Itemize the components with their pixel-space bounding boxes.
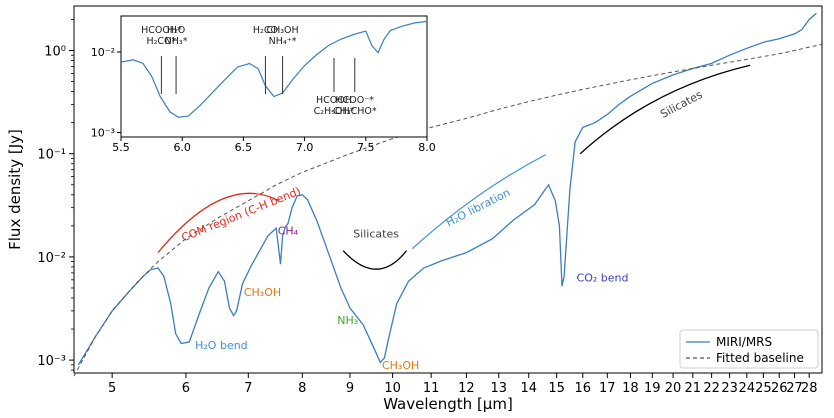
inset-marker-label: C₂H₅OH*: [314, 106, 355, 117]
feature-label: H₂O libration: [444, 186, 513, 229]
inset-frame: [120, 15, 428, 138]
x-tick-label: 22: [703, 381, 720, 396]
h2o-libration-arc: [411, 154, 547, 250]
legend-label: MIRI/MRS: [716, 335, 772, 349]
x-tick-label: 10: [384, 381, 401, 396]
inset-x-tick-label: 6.5: [235, 141, 253, 154]
y-tick-label: 10⁻²: [37, 251, 66, 266]
inset-x-tick-label: 6.0: [173, 141, 191, 154]
inset-marker-label: HCOO⁻*: [336, 95, 375, 106]
silicates-arc-long: [579, 64, 751, 155]
x-tick-label: 25: [755, 381, 772, 396]
x-tick-label: 19: [644, 381, 661, 396]
inset-spectrum-line: [120, 20, 428, 118]
x-tick-label: 21: [685, 381, 702, 396]
x-tick-label: 5: [108, 381, 116, 396]
x-tick-label: 27: [786, 381, 803, 396]
baseline-series-line: [73, 43, 823, 377]
legend-box: [679, 329, 819, 369]
inset-x-tick-label: 7.0: [296, 141, 314, 154]
x-tick-label: 28: [801, 381, 818, 396]
x-tick-label: 7: [244, 381, 252, 396]
feature-label: CH₃OH: [244, 286, 281, 299]
x-tick-label: 20: [665, 381, 682, 396]
y-tick-label: 10⁰: [44, 45, 66, 60]
x-tick-label: 24: [739, 381, 756, 396]
legend-label: Fitted baseline: [716, 351, 804, 365]
feature-label: H₂O bend: [195, 339, 248, 352]
feature-label: CO₂ bend: [577, 271, 629, 284]
x-tick-label: 6: [182, 381, 190, 396]
feature-label: NH₃: [337, 314, 358, 327]
spectrum-series-line: [77, 12, 817, 366]
x-tick-label: 12: [458, 381, 475, 396]
y-tick-label: 10⁻³: [37, 354, 66, 369]
inset-marker-label: H₂O: [167, 25, 185, 36]
com-region-arc: [157, 192, 280, 254]
x-tick-label: 13: [490, 381, 507, 396]
inset-y-tick-label: 10⁻²: [91, 46, 115, 59]
feature-label: Silicates: [658, 88, 705, 121]
silicates-arc-short: [342, 250, 408, 270]
inset-x-tick-label: 7.5: [357, 141, 375, 154]
inset-marker-label: H₂CO*: [146, 36, 176, 47]
inset-marker-label: HCOOH: [316, 95, 352, 106]
feature-label: CH₄: [278, 224, 299, 237]
x-tick-label: 14: [520, 381, 537, 396]
inset-x-tick-label: 8.0: [418, 141, 436, 154]
inset-marker-label: NH₃*: [165, 36, 188, 47]
main-plot-frame: [73, 5, 823, 374]
x-tick-label: 16: [575, 381, 592, 396]
x-tick-label: 18: [622, 381, 639, 396]
inset-plot-area: 5.5 6.0 6.5 7.0 7.5 8.0 10⁻³ 10⁻² HCOOH*H₂CO*H₂O…: [91, 15, 436, 154]
x-tick-label: 11: [423, 381, 440, 396]
inset-x-tick-label: 5.5: [112, 141, 130, 154]
feature-label: CH₃OH: [382, 359, 419, 372]
x-tick-label: 8: [298, 381, 306, 396]
x-tick-label: 23: [721, 381, 738, 396]
inset-marker-label: CH₃CHO*: [333, 106, 377, 117]
inset-y-tick-label: 10⁻³: [91, 127, 115, 140]
x-axis-title: Wavelength [μm]: [383, 395, 513, 413]
x-tick-label: 9: [346, 381, 354, 396]
y-tick-label: 10⁻¹: [37, 148, 66, 163]
x-tick-label: 17: [599, 381, 616, 396]
y-axis-title: Flux density [Jy]: [6, 129, 24, 250]
x-tick-label: 15: [548, 381, 565, 396]
inset-marker-label: CH₃OH: [266, 25, 298, 36]
inset-marker-label: H₂CO: [253, 25, 278, 36]
x-tick-label: 26: [771, 381, 788, 396]
feature-label: Silicates: [353, 227, 399, 240]
inset-marker-label: NH₄⁺*: [269, 36, 297, 47]
inset-marker-label: HCOOH*: [141, 25, 182, 36]
